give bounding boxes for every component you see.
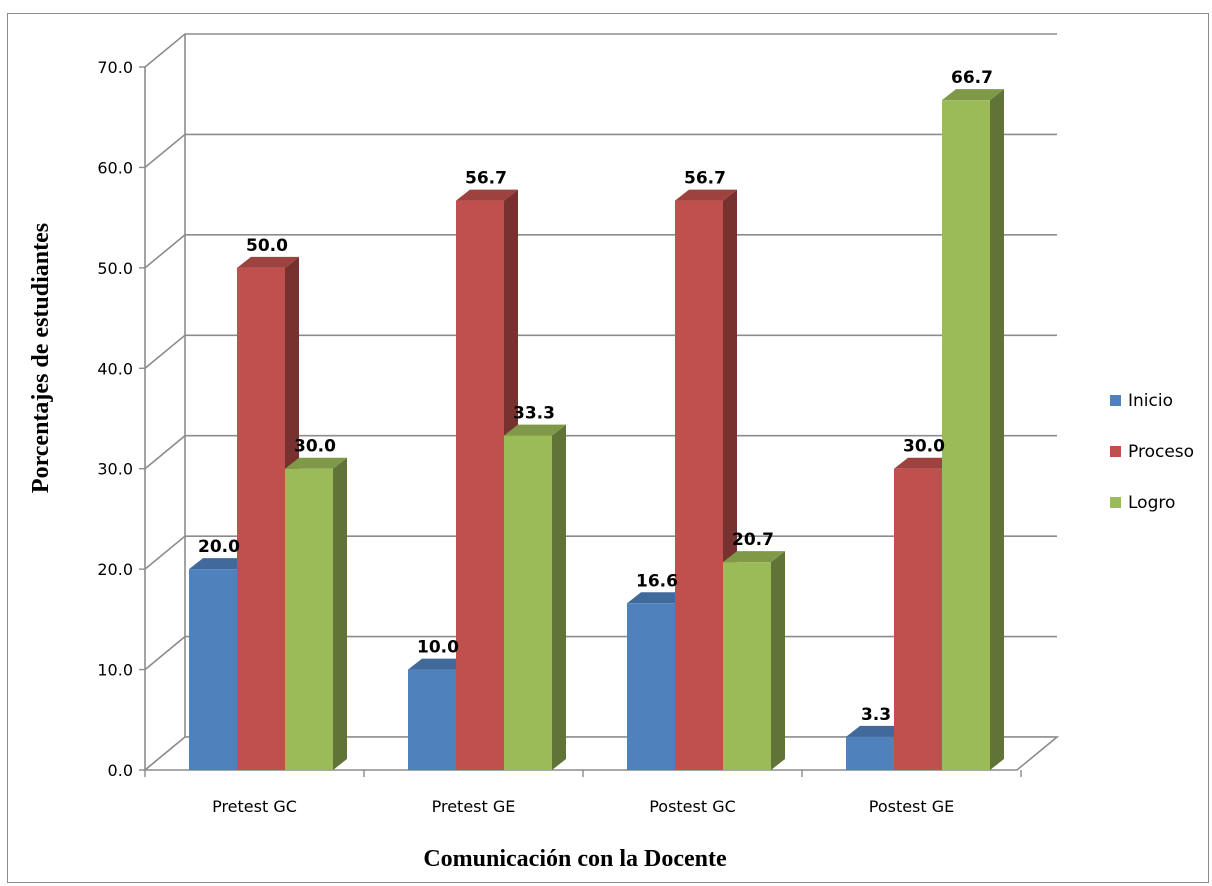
data-label-inicio-3: 16.6: [636, 571, 678, 591]
data-label-proceso-1: 50.0: [246, 236, 288, 256]
bar-side-face: [333, 457, 347, 770]
bar-front-face: [504, 435, 552, 770]
side-wall: [145, 34, 185, 770]
data-label-logro-3: 20.7: [732, 530, 774, 550]
y-tick-label: 40.0: [97, 359, 133, 378]
bar-front-face: [894, 468, 942, 770]
data-label-proceso-2: 56.7: [465, 169, 507, 189]
data-label-logro-2: 33.3: [513, 404, 555, 424]
bar-top-face: [846, 725, 908, 737]
legend-label: Logro: [1128, 493, 1175, 513]
category-label-4: Postest GE: [869, 797, 955, 816]
data-labels: 20.0 50.0 30.0 10.0 56.7 33.3 16.6 56.7 20.7 3.3 3…: [198, 68, 993, 725]
data-label-logro-1: 30.0: [294, 437, 336, 457]
bar-top-face: [723, 551, 785, 563]
bar-front-face: [846, 736, 894, 770]
y-tick-label: 30.0: [97, 460, 133, 479]
legend-swatch: [1110, 395, 1121, 406]
bar-side-face: [771, 551, 785, 770]
bar-top-face: [942, 89, 1004, 101]
bar-side-face: [990, 89, 1004, 771]
y-tick-label: 20.0: [97, 560, 133, 579]
bar-top-face: [504, 424, 566, 436]
legend: Inicio Proceso Logro: [1110, 391, 1194, 513]
category-labels: Pretest GC Pretest GE Postest GC Postest GE: [212, 797, 954, 816]
legend-swatch: [1110, 497, 1121, 508]
bar-front-face: [408, 669, 456, 770]
chart-walls: [145, 34, 185, 770]
bar-top-face: [456, 189, 518, 201]
bar-top-face: [237, 256, 299, 268]
bar-front-face: [456, 200, 504, 770]
y-tick-label: 10.0: [97, 661, 133, 680]
bar-side-face: [552, 424, 566, 770]
bar-top-face: [894, 457, 956, 469]
y-tick-label: 0.0: [108, 761, 133, 780]
data-label-inicio-2: 10.0: [417, 638, 459, 658]
y-tick-label: 70.0: [97, 58, 133, 77]
bar-front-face: [285, 468, 333, 770]
legend-item-logro: Logro: [1110, 493, 1175, 513]
legend-label: Inicio: [1128, 391, 1173, 411]
bar-logro-2: [504, 424, 566, 770]
data-label-inicio-1: 20.0: [198, 537, 240, 557]
bars: [189, 89, 1004, 771]
bar-logro-1: [285, 457, 347, 770]
data-label-logro-4: 66.7: [951, 68, 993, 88]
bar-top-face: [675, 189, 737, 201]
y-tick-label: 50.0: [97, 259, 133, 278]
bar-front-face: [723, 562, 771, 770]
bar-top-face: [285, 457, 347, 469]
legend-item-inicio: Inicio: [1110, 391, 1173, 411]
bar-top-face: [189, 558, 251, 570]
gridline: [144, 133, 1057, 169]
category-label-3: Postest GC: [649, 797, 736, 816]
gridline: [144, 33, 1057, 68]
y-axis-ticks: 0.0 10.0 20.0 30.0 40.0 50.0 60.0 70.0: [97, 58, 145, 780]
bar-front-face: [237, 267, 285, 770]
bar-logro-3: [723, 551, 785, 770]
bar-logro-4: [942, 89, 1004, 771]
y-axis-title: Porcentajes de estudiantes: [28, 223, 54, 493]
data-label-inicio-4: 3.3: [861, 705, 891, 725]
data-label-proceso-4: 30.0: [903, 437, 945, 457]
category-label-2: Pretest GE: [432, 797, 516, 816]
data-label-proceso-3: 56.7: [684, 169, 726, 189]
bar-front-face: [627, 603, 675, 770]
legend-item-proceso: Proceso: [1110, 442, 1194, 462]
bar-front-face: [942, 100, 990, 771]
bar-top-face: [627, 592, 689, 604]
legend-label: Proceso: [1128, 442, 1194, 462]
bar-front-face: [675, 200, 723, 770]
bar-front-face: [189, 569, 237, 770]
y-tick-label: 60.0: [97, 158, 133, 177]
legend-swatch: [1110, 446, 1121, 457]
bar-top-face: [408, 658, 470, 670]
x-axis-title: Comunicación con la Docente: [423, 846, 727, 872]
category-label-1: Pretest GC: [212, 797, 297, 816]
